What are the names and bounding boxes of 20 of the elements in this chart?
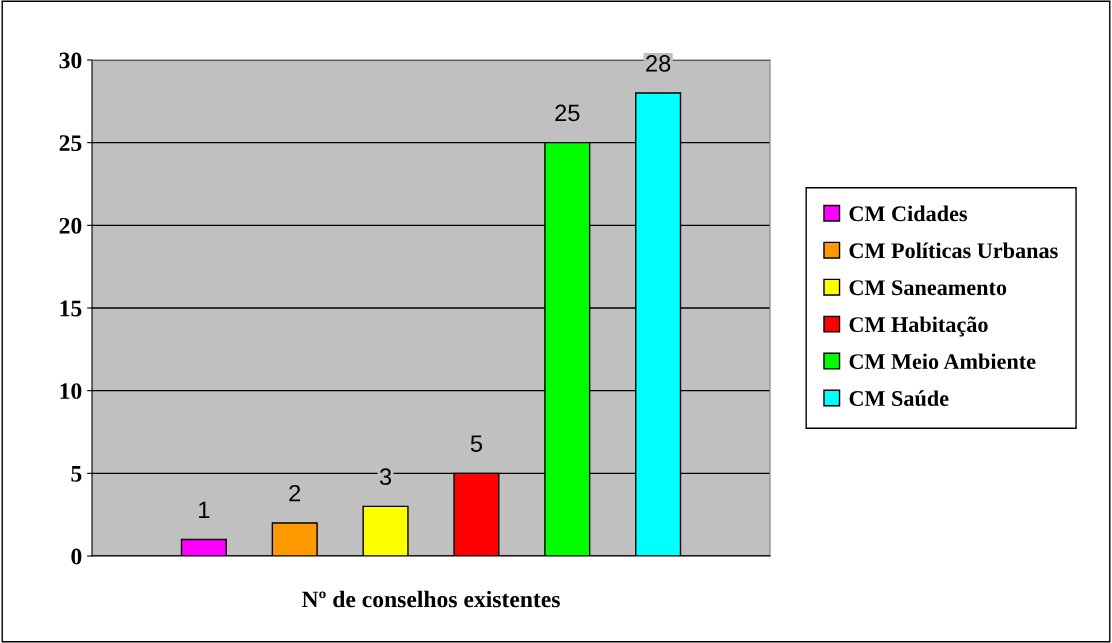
legend-label: CM Saneamento — [849, 280, 1007, 296]
y-tick-label: 15 — [60, 300, 82, 317]
y-tick-label: 20 — [59, 217, 82, 234]
data-label: 3 — [379, 468, 392, 486]
legend-label: CM Meio Ambiente — [849, 353, 1036, 370]
data-label: 2 — [289, 484, 301, 502]
legend-label: CM Saúde — [849, 390, 949, 407]
data-label: 1 — [199, 501, 210, 518]
y-tick-label: 5 — [71, 466, 82, 482]
y-tick-label: 10 — [60, 383, 82, 400]
data-label: 28 — [646, 55, 671, 72]
legend-label: CM Cidades — [849, 205, 968, 222]
data-label: 25 — [555, 104, 580, 122]
y-tick-label: 30 — [59, 52, 82, 69]
data-label: 5 — [470, 435, 482, 452]
y-tick-label: 25 — [59, 135, 82, 152]
legend-label: CM Habitação — [849, 316, 988, 337]
x-tick-label: Nº de conselhos existentes — [301, 590, 560, 608]
y-tick-label: 0 — [71, 548, 82, 565]
legend-label: CM Políticas Urbanas — [849, 242, 1058, 259]
